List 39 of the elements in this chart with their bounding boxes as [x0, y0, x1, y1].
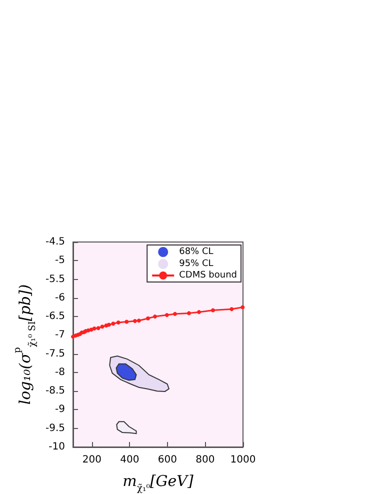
point — [111, 322, 116, 326]
point — [230, 307, 234, 312]
y-tick-label: -8.5 — [45, 386, 65, 397]
point — [96, 326, 100, 330]
point — [132, 319, 137, 324]
point — [136, 318, 141, 323]
x-tick-label: 200 — [82, 454, 102, 466]
point — [186, 311, 191, 316]
point — [152, 314, 157, 319]
point — [106, 322, 111, 327]
x-tick-label: 800 — [196, 454, 215, 466]
point — [116, 320, 120, 325]
y-tick-label: -8 — [55, 366, 65, 378]
x-tick-label: 600 — [158, 454, 177, 466]
legend-label: 95% CL — [179, 259, 214, 269]
point — [92, 326, 96, 330]
y-tick-label: -5.5 — [45, 274, 65, 285]
y-tick-label: -9.5 — [45, 422, 65, 434]
point — [124, 320, 129, 324]
legend-label: 68% CL — [179, 247, 214, 257]
legend-label: CDMS bound — [179, 270, 238, 280]
point — [240, 305, 245, 310]
point — [210, 308, 215, 312]
y-tick-label: -5 — [55, 255, 65, 266]
y-tick-label: -9 — [55, 404, 65, 416]
point — [100, 324, 104, 329]
point — [196, 310, 201, 314]
y-tick-label: -6 — [55, 292, 65, 304]
y-tick-label: -10 — [48, 442, 65, 452]
point — [146, 316, 150, 320]
x-tick-label: 400 — [120, 454, 140, 466]
point — [164, 313, 169, 318]
y-axis-title: log₁₀(σpχ̃₁⁰ SI[pb]) — [12, 284, 38, 405]
y-tick-label: -4.5 — [45, 236, 65, 248]
point — [173, 312, 177, 316]
y-tick-label: -6.5 — [45, 311, 65, 322]
y-tick-label: -7 — [55, 330, 65, 341]
y-tick-label: -7.5 — [45, 348, 65, 360]
x-tick-label: 1000 — [230, 454, 256, 466]
